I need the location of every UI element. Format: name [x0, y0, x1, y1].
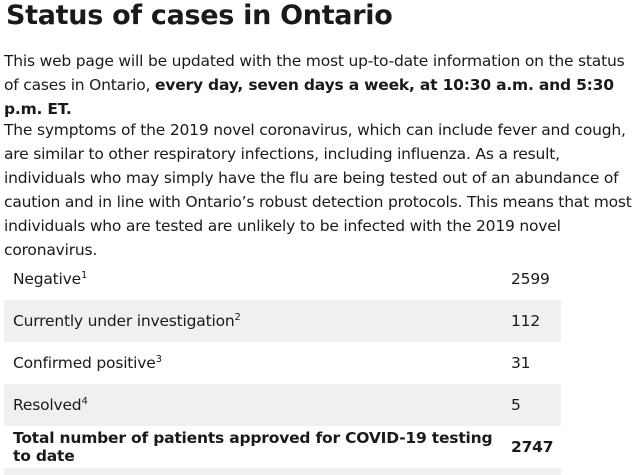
footnote-link[interactable]: 3 — [155, 354, 162, 365]
update-schedule: every day, seven days a week, at 10:30 a… — [4, 76, 614, 118]
row-value: 112 — [511, 300, 561, 342]
table-row: Confirmed positive3 31 — [4, 342, 561, 384]
table-next-row-strip — [4, 468, 561, 475]
row-label-text: Negative — [13, 270, 81, 288]
row-label: Currently under investigation2 — [4, 300, 511, 342]
row-value: 31 — [511, 354, 531, 372]
table-row: Currently under investigation2 112 — [4, 300, 561, 342]
table-row: Resolved4 5 — [4, 384, 561, 426]
footnote-link[interactable]: 2 — [234, 312, 241, 323]
row-value: 2599 — [511, 270, 550, 288]
row-label-text: Resolved — [13, 396, 82, 414]
row-label: Resolved4 — [4, 384, 511, 426]
update-notice-text: This web page will be updated with the m… — [4, 52, 625, 94]
row-label-text: Currently under investigation — [13, 312, 235, 330]
total-value: 2747 — [511, 438, 554, 456]
total-label: Total number of patients approved for CO… — [13, 429, 493, 465]
table-total-row: Total number of patients approved for CO… — [4, 426, 561, 468]
footnote-link[interactable]: 4 — [81, 396, 88, 407]
table-row: Negative1 2599 — [4, 258, 561, 300]
row-label-text: Confirmed positive — [13, 354, 156, 372]
page-title: Status of cases in Ontario — [6, 0, 393, 31]
row-value: 5 — [511, 384, 561, 426]
row-label: Confirmed positive3 — [4, 342, 511, 384]
row-label: Negative1 — [4, 258, 511, 300]
update-notice: This web page will be updated with the m… — [4, 49, 634, 121]
symptoms-paragraph: The symptoms of the 2019 novel coronavir… — [4, 121, 632, 259]
footnote-link[interactable]: 1 — [80, 270, 88, 281]
case-status-table: Negative1 2599 Currently under investiga… — [4, 258, 561, 468]
